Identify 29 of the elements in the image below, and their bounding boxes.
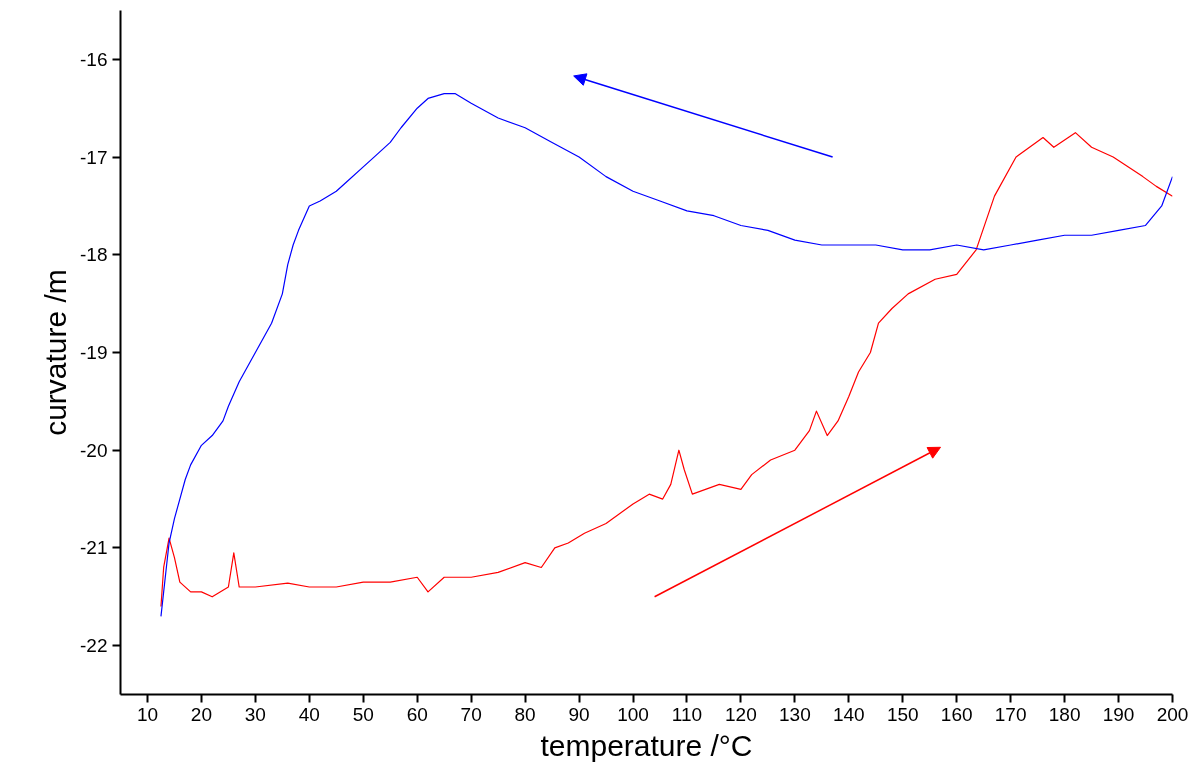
x-tick-label: 140: [832, 703, 865, 725]
x-tick-label: 200: [1156, 703, 1189, 725]
y-tick-label: -17: [80, 146, 108, 168]
x-tick-label: 10: [136, 703, 159, 725]
x-tick-label: 120: [725, 703, 757, 725]
y-tick-label: -16: [80, 48, 108, 70]
x-tick-label: 30: [244, 703, 266, 725]
x-tick-label: 150: [886, 703, 919, 725]
x-tick-label: 110: [671, 703, 703, 725]
x-tick-label: 130: [779, 703, 811, 725]
x-tick-label: 190: [1102, 703, 1135, 725]
y-tick-label: -19: [80, 342, 108, 363]
x-tick-label: 60: [406, 703, 428, 725]
x-tick-label: 80: [514, 703, 536, 725]
y-tick-label: -21: [80, 537, 108, 559]
x-tick-label: 70: [460, 703, 482, 725]
x-tick-label: 170: [994, 703, 1027, 725]
x-tick-label: 160: [940, 703, 973, 725]
x-tick-label: 50: [352, 703, 374, 725]
x-tick-label: 100: [617, 703, 649, 725]
x-tick-label: 20: [190, 703, 212, 725]
x-tick-label: 40: [298, 703, 320, 725]
y-axis-title: curvature /m: [39, 269, 73, 436]
x-tick-label: 180: [1048, 703, 1081, 725]
x-tick-label: 90: [568, 703, 590, 725]
x-axis-title: temperature /°C: [540, 728, 753, 762]
y-tick-label: -22: [80, 635, 108, 657]
y-tick-label: -20: [80, 439, 108, 461]
y-tick-label: -18: [80, 244, 108, 266]
